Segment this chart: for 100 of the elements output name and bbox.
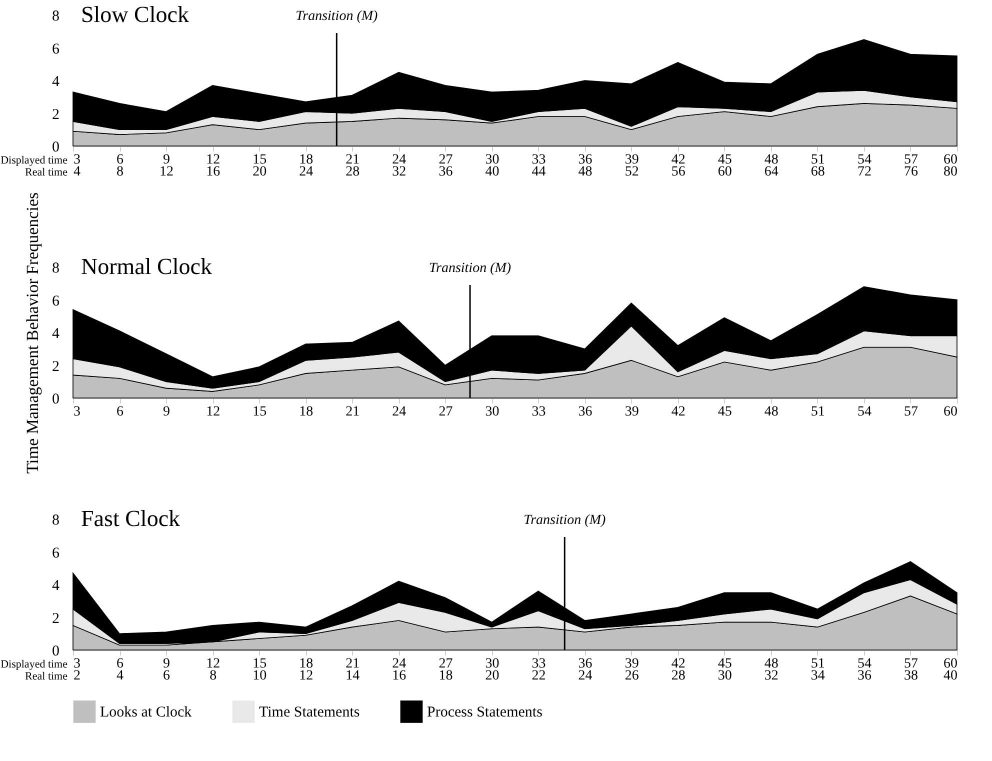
x-tick-label: 15 (252, 404, 267, 420)
chart-title: Slow Clock (81, 2, 190, 27)
x2-tick-label: 56 (671, 164, 686, 180)
x-tick-label: 36 (578, 404, 592, 420)
x2-tick-label: 44 (532, 164, 546, 180)
x-tick-label: 45 (718, 404, 732, 420)
x2-axis-title: Real time (25, 166, 68, 178)
x-tick-label: 54 (857, 656, 872, 672)
x2-tick-label: 34 (810, 668, 825, 684)
y-tick-label: 0 (52, 644, 60, 660)
x-tick-label: 27 (438, 404, 453, 420)
x2-tick-label: 80 (944, 164, 958, 180)
x2-tick-label: 14 (346, 668, 360, 684)
x-tick-label: 27 (438, 152, 453, 168)
x-tick-label: 57 (904, 656, 918, 672)
x-tick-label: 45 (718, 656, 732, 672)
y-tick-label: 0 (52, 392, 60, 408)
x-tick-label: 39 (624, 656, 639, 672)
x-axis-title: Displayed time (0, 658, 68, 670)
x-tick-label: 24 (392, 656, 406, 672)
x-tick-label: 39 (624, 404, 639, 420)
x2-tick-label: 16 (206, 164, 220, 180)
x-tick-label: 30 (485, 656, 500, 672)
x-tick-label: 18 (299, 152, 314, 168)
x-tick-label: 12 (206, 152, 220, 168)
x2-tick-label: 18 (438, 668, 453, 684)
x-tick-label: 36 (578, 152, 592, 168)
x-tick-label: 30 (485, 404, 500, 420)
x2-tick-label: 4 (74, 164, 80, 180)
x2-tick-label: 64 (764, 164, 778, 180)
x-tick-label: 18 (299, 656, 314, 672)
x2-tick-label: 12 (160, 164, 174, 180)
ref-line-label: Transition (M) (428, 261, 512, 276)
x-tick-label: 48 (764, 152, 778, 168)
chart-title: Fast Clock (81, 506, 181, 531)
x2-tick-label: 12 (299, 668, 314, 684)
x-tick-label: 24 (392, 152, 406, 168)
ref-line-label: Transition (M) (524, 513, 606, 528)
chart-title: Normal Clock (81, 254, 212, 279)
x-axis-title: Displayed time (0, 154, 68, 166)
x2-tick-label: 40 (485, 164, 500, 180)
y-tick-label: 2 (52, 358, 60, 375)
x-tick-label: 48 (764, 656, 778, 672)
x2-tick-label: 36 (857, 668, 872, 684)
x2-tick-label: 76 (904, 164, 918, 180)
x2-tick-label: 52 (624, 164, 639, 180)
y-tick-label: 8 (52, 8, 60, 24)
x2-tick-label: 24 (578, 668, 592, 684)
x2-tick-label: 8 (116, 164, 124, 180)
x-tick-label: 3 (74, 152, 80, 168)
x-tick-label: 30 (485, 152, 500, 168)
x-tick-label: 39 (624, 152, 639, 168)
x-tick-label: 15 (252, 152, 267, 168)
x-tick-label: 9 (163, 404, 170, 420)
x2-tick-label: 4 (116, 668, 124, 684)
x2-tick-label: 72 (857, 164, 872, 180)
x-tick-label: 33 (532, 152, 546, 168)
x2-tick-label: 28 (346, 164, 360, 180)
y-tick-label: 0 (52, 140, 60, 156)
x2-tick-label: 60 (718, 164, 732, 180)
x2-tick-label: 68 (810, 164, 825, 180)
x-tick-label: 27 (438, 656, 453, 672)
legend-label: Process Statements (427, 704, 543, 721)
x2-tick-label: 6 (163, 668, 170, 684)
x-tick-label: 42 (671, 404, 686, 420)
x2-tick-label: 38 (904, 668, 918, 684)
x2-tick-label: 24 (299, 164, 314, 180)
x-tick-label: 51 (810, 152, 825, 168)
x2-tick-label: 8 (210, 668, 217, 684)
y-tick-label: 8 (52, 512, 60, 528)
ref-line-label: Transition (M) (296, 9, 378, 24)
x-tick-label: 21 (346, 656, 360, 672)
x-tick-label: 42 (671, 656, 686, 672)
x-tick-label: 6 (116, 404, 124, 420)
x-tick-label: 42 (671, 152, 686, 168)
y-tick-label: 2 (52, 106, 60, 123)
x-tick-label: 60 (944, 152, 958, 168)
x-tick-label: 48 (764, 404, 778, 420)
x-tick-label: 12 (206, 656, 220, 672)
y-tick-label: 4 (52, 578, 60, 594)
x-tick-label: 6 (116, 656, 124, 672)
x-tick-label: 9 (163, 656, 170, 672)
x-tick-label: 18 (299, 404, 314, 420)
x2-tick-label: 48 (578, 164, 592, 180)
x-tick-label: 51 (810, 404, 825, 420)
x2-tick-label: 28 (671, 668, 686, 684)
x-tick-label: 57 (904, 152, 918, 168)
y-tick-label: 4 (52, 74, 60, 90)
y-tick-label: 6 (52, 41, 60, 58)
x-tick-label: 3 (74, 656, 80, 672)
x2-tick-label: 20 (252, 164, 267, 180)
x2-tick-label: 10 (252, 668, 267, 684)
x-tick-label: 60 (944, 656, 958, 672)
x-tick-label: 21 (346, 404, 360, 420)
x2-tick-label: 30 (718, 668, 732, 684)
y-tick-label: 4 (52, 326, 60, 342)
x-tick-label: 9 (163, 152, 170, 168)
x-tick-label: 33 (532, 656, 546, 672)
x2-tick-label: 36 (438, 164, 453, 180)
x-tick-label: 51 (810, 656, 825, 672)
